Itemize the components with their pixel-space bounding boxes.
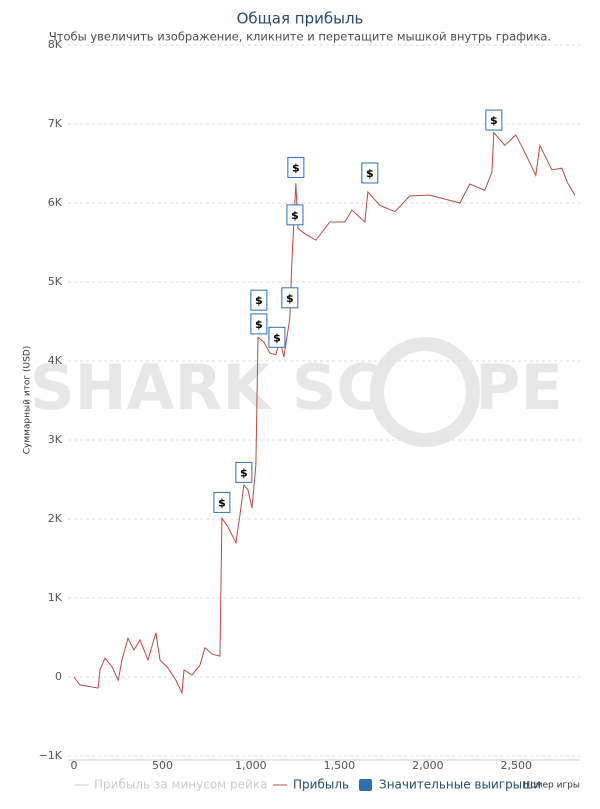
y-tick-label: 5K	[48, 275, 63, 288]
win-marker-box	[250, 313, 268, 335]
y-tick-label: 2K	[48, 512, 63, 525]
win-marker-box	[485, 109, 503, 131]
y-tick-label: 0	[55, 670, 62, 683]
y-tick-label: 4K	[48, 354, 63, 367]
x-axis-label: Номер игры	[523, 781, 580, 791]
win-marker: $	[235, 461, 253, 483]
win-marker: $	[250, 289, 268, 311]
win-marker-label: $	[273, 331, 281, 344]
x-tick-label: 2,000	[412, 759, 444, 772]
win-marker-label: $	[490, 114, 498, 127]
profit-line	[73, 131, 576, 695]
legend-label: Значительные выигрыши	[379, 778, 541, 792]
win-marker-label: $	[240, 466, 248, 479]
win-marker: $	[213, 491, 231, 513]
y-tick-label: 6K	[48, 196, 63, 209]
legend-label: Прибыль за минусом рейка	[94, 778, 267, 792]
y-tick-label: −1K	[39, 749, 63, 762]
chart-title: Общая прибыль	[237, 10, 364, 28]
win-marker-box	[213, 491, 231, 513]
win-marker-label: $	[255, 318, 263, 331]
y-tick-label: 1K	[48, 591, 63, 604]
win-marker: $	[287, 156, 305, 178]
win-marker-box	[235, 461, 253, 483]
win-marker-label: $	[366, 167, 374, 180]
win-marker-box	[250, 289, 268, 311]
win-marker-label: $	[218, 496, 226, 509]
win-marker-box	[287, 156, 305, 178]
x-tick-label: 1,500	[324, 759, 356, 772]
x-tick-label: 1,000	[235, 759, 267, 772]
chart-subtitle: Чтобы увеличить изображение, кликните и …	[49, 30, 551, 44]
win-marker: $	[485, 109, 503, 131]
watermark-text: SHARK SC	[30, 351, 382, 424]
win-marker-box	[361, 162, 379, 184]
watermark-text: PE	[475, 351, 563, 424]
x-tick-label: 0	[71, 759, 78, 772]
x-tick-label: 2,500	[501, 759, 533, 772]
win-marker-box	[286, 204, 304, 226]
win-marker-label: $	[286, 292, 294, 305]
win-marker: $	[250, 313, 268, 335]
y-tick-label: 7K	[48, 117, 63, 130]
watermark: SHARK SC PE	[30, 337, 563, 447]
win-marker-box	[268, 326, 286, 348]
win-marker: $	[361, 162, 379, 184]
win-marker-box	[281, 287, 299, 309]
win-marker: $	[268, 326, 286, 348]
win-marker-label: $	[292, 161, 300, 174]
y-tick-label: 3K	[48, 433, 63, 446]
win-marker-label: $	[291, 209, 299, 222]
win-marker: $	[281, 287, 299, 309]
legend-symbol	[359, 779, 372, 791]
y-axis-label: Суммарный итог (USD)	[23, 346, 33, 455]
legend-label: Прибыль	[293, 778, 349, 792]
x-tick-label: 500	[152, 759, 173, 772]
win-marker-label: $	[255, 294, 263, 307]
y-tick-label: 8K	[48, 38, 63, 51]
win-marker: $	[286, 204, 304, 226]
watermark-icon	[370, 337, 480, 447]
